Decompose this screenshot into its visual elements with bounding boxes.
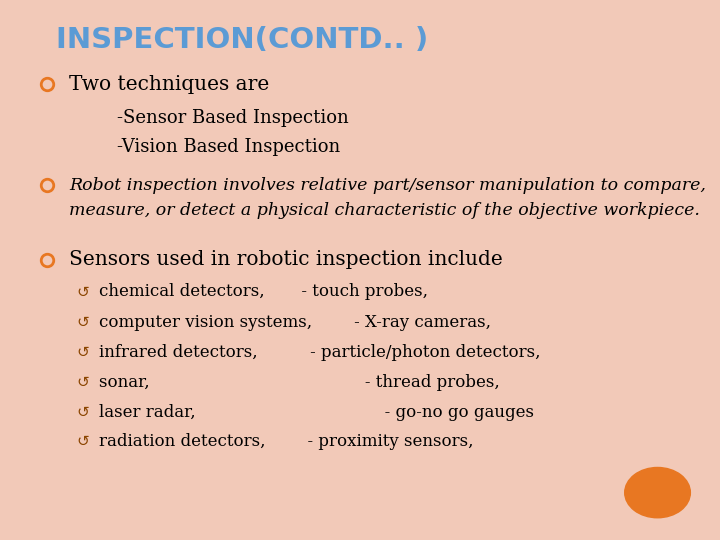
Text: -Sensor Based Inspection: -Sensor Based Inspection	[117, 109, 349, 127]
Text: ↺: ↺	[76, 315, 89, 330]
Text: ↺: ↺	[76, 345, 89, 360]
Circle shape	[625, 468, 690, 518]
Text: sonar,                                         - thread probes,: sonar, - thread probes,	[99, 374, 500, 391]
Text: chemical detectors,       - touch probes,: chemical detectors, - touch probes,	[99, 284, 428, 300]
Text: Sensors used in robotic inspection include: Sensors used in robotic inspection inclu…	[69, 250, 503, 269]
Text: Two techniques are: Two techniques are	[69, 75, 269, 93]
Text: ↺: ↺	[76, 405, 89, 420]
Text: -Vision Based Inspection: -Vision Based Inspection	[117, 138, 341, 156]
Text: ↺: ↺	[76, 375, 89, 390]
Text: radiation detectors,        - proximity sensors,: radiation detectors, - proximity sensors…	[99, 433, 473, 450]
Text: infrared detectors,          - particle/photon detectors,: infrared detectors, - particle/photon de…	[99, 345, 540, 361]
Text: INSPECTION(CONTD.. ): INSPECTION(CONTD.. )	[55, 26, 428, 55]
Text: measure, or detect a physical characteristic of the objective workpiece.: measure, or detect a physical characteri…	[69, 202, 700, 219]
Text: computer vision systems,        - X-ray cameras,: computer vision systems, - X-ray cameras…	[99, 314, 491, 331]
Text: Robot inspection involves relative part/sensor manipulation to compare,: Robot inspection involves relative part/…	[69, 177, 706, 194]
Text: ↺: ↺	[76, 434, 89, 449]
Text: ↺: ↺	[76, 285, 89, 300]
Text: laser radar,                                    - go-no go gauges: laser radar, - go-no go gauges	[99, 404, 534, 421]
